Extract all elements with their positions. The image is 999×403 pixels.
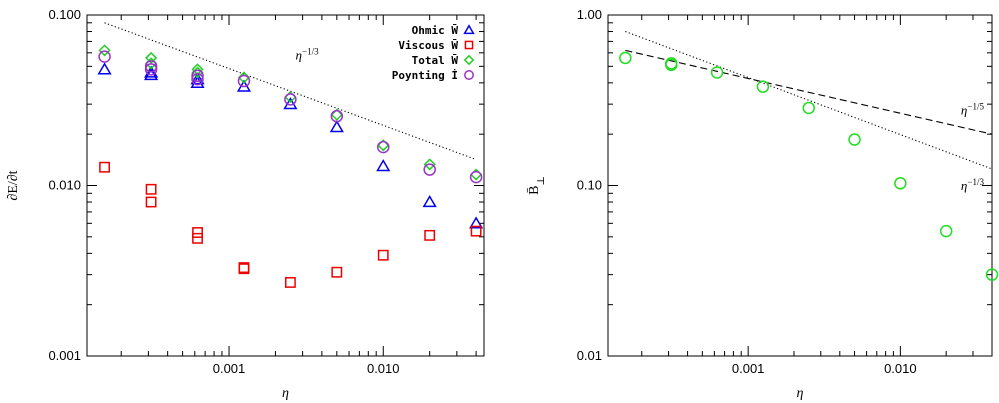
data-point-triangle	[144, 65, 159, 78]
data-point-triangle	[469, 216, 484, 229]
data-point-circle	[985, 268, 999, 281]
x-axis-label: η	[282, 386, 289, 401]
data-point-square	[192, 232, 203, 244]
data-point-circle	[464, 70, 474, 80]
series-markers	[619, 51, 999, 281]
series-markers	[99, 161, 482, 288]
legend-entry-label: Poynting İ	[392, 68, 458, 82]
x-tick-label: 0.010	[367, 361, 400, 376]
data-point-triangle	[190, 72, 205, 85]
series-markers	[98, 50, 483, 184]
y-axis-label-subscript: ⊥	[536, 176, 547, 185]
data-point-circle	[330, 109, 344, 123]
y-tick-label: 1.00	[577, 7, 602, 22]
y-tick-label: 0.010	[48, 178, 81, 193]
dashed-power-law-line	[625, 49, 993, 135]
y-axis-label: B̄⊥	[526, 176, 546, 195]
data-point-circle	[191, 69, 204, 83]
legend-entry-label: Viscous W̄	[398, 39, 458, 52]
data-point-triangle	[376, 159, 391, 172]
annotation-base: η	[961, 178, 967, 193]
data-point-circle	[144, 63, 158, 76]
annotation-exponent: −1/3	[302, 46, 319, 56]
legend-entry-label: Ohmic W̄	[412, 24, 459, 37]
data-point-square	[470, 225, 482, 237]
y-tick-label: 0.01	[577, 348, 602, 363]
data-point-square	[238, 263, 250, 275]
data-point-square	[377, 249, 389, 261]
data-point-square	[424, 229, 436, 241]
power-law-annotation: η−1/3	[296, 46, 320, 62]
data-point-circle	[98, 50, 111, 63]
dotted-power-law-line	[104, 22, 477, 161]
data-point-circle	[423, 163, 436, 176]
data-point-triangle	[97, 62, 112, 75]
data-point-square	[192, 227, 203, 238]
data-point-diamond	[463, 54, 475, 66]
annotation-exponent: −1/5	[967, 102, 984, 112]
data-point-triangle	[329, 120, 344, 133]
data-point-circle	[469, 170, 483, 184]
data-point-diamond	[423, 158, 436, 171]
y-axis-label: ∂E/∂t	[6, 170, 21, 200]
data-point-triangle	[190, 75, 205, 88]
data-point-square	[145, 196, 157, 208]
y-tick-label: 0.100	[48, 7, 81, 22]
data-point-square	[464, 40, 474, 50]
data-point-circle	[237, 74, 251, 88]
legend: Ohmic W̄ Viscous W̄ Total W̄Poynting İ	[392, 24, 475, 82]
legend-entry-label: Total W̄	[412, 54, 459, 67]
data-point-circle	[191, 72, 204, 86]
annotation-base: η	[961, 103, 967, 118]
annotation-base: η	[296, 47, 302, 62]
power-law-annotation: η−1/5	[961, 102, 985, 118]
data-point-circle	[665, 58, 678, 72]
data-point-circle	[619, 51, 632, 65]
data-point-triangle	[422, 195, 437, 208]
data-point-circle	[939, 224, 953, 238]
data-point-square	[331, 266, 343, 278]
y-tick-label: 0.10	[577, 178, 602, 193]
dotted-power-law-line	[625, 31, 993, 170]
data-point-circle	[284, 93, 297, 106]
x-tick-label: 0.001	[732, 361, 765, 376]
data-point-diamond	[330, 108, 343, 121]
x-tick-label: 0.010	[884, 361, 917, 376]
y-tick-label: 0.001	[48, 348, 81, 363]
data-point-square	[284, 277, 296, 288]
data-point-circle	[756, 80, 770, 93]
data-point-diamond	[145, 51, 158, 64]
data-point-square	[145, 183, 157, 195]
x-tick-label: 0.001	[213, 361, 246, 376]
data-point-circle	[848, 133, 861, 146]
data-point-circle	[144, 60, 158, 73]
data-point-diamond	[98, 44, 111, 57]
power-law-annotation: η−1/3	[961, 177, 985, 193]
data-point-circle	[894, 177, 907, 190]
annotation-exponent: −1/3	[967, 177, 984, 187]
x-axis-label: η	[797, 386, 804, 401]
data-point-triangle	[463, 24, 475, 35]
data-point-square	[99, 161, 110, 173]
data-point-circle	[377, 140, 390, 154]
data-point-circle	[802, 101, 815, 115]
data-point-circle	[710, 66, 724, 79]
